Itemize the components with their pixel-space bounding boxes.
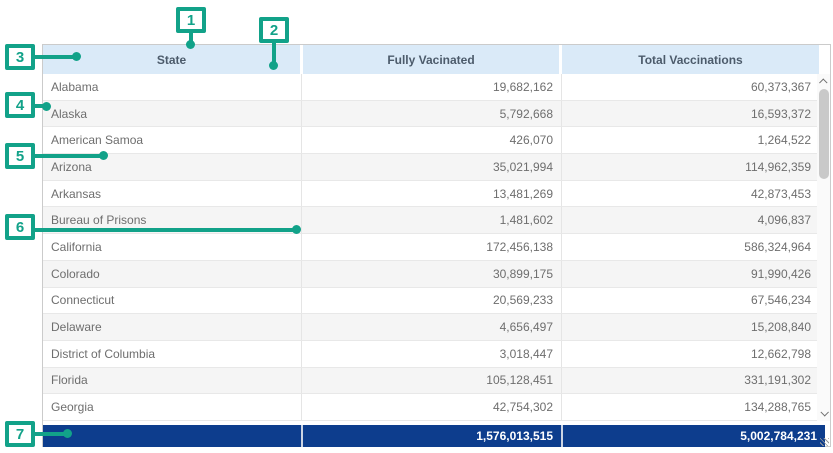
scroll-down-button[interactable] — [817, 406, 830, 420]
state-cell: Colorado — [43, 261, 301, 288]
table-row[interactable]: Alabama19,682,16260,373,367 — [43, 74, 819, 101]
fully-vaccinated-cell: 172,456,138 — [301, 234, 561, 261]
state-cell: Connecticut — [43, 288, 301, 315]
annotation-marker-3-label: 3 — [16, 49, 24, 66]
total-vaccinations-cell: 4,096,837 — [561, 207, 819, 234]
total-vaccinations-cell: 12,662,798 — [561, 341, 819, 368]
annotation-dot-1 — [186, 40, 195, 49]
state-cell: Florida — [43, 368, 301, 395]
annotation-line-6 — [35, 228, 293, 232]
annotation-marker-5: 5 — [5, 143, 35, 169]
total-vaccinations-cell: 586,324,964 — [561, 234, 819, 261]
total-vaccinations-cell: 5,002,784,231 — [561, 425, 825, 447]
annotation-marker-1-label: 1 — [187, 12, 195, 29]
table-row[interactable]: Connecticut20,569,23367,546,234 — [43, 288, 819, 315]
fully-vaccinated-cell: 13,481,269 — [301, 181, 561, 208]
state-cell: California — [43, 234, 301, 261]
total-vaccinations-cell: 114,962,359 — [561, 154, 819, 181]
fully-vaccinated-cell: 3,018,447 — [301, 341, 561, 368]
fully-vaccinated-cell: 42,754,302 — [301, 394, 561, 421]
vaccination-data-table: State Fully Vacinated Total Vaccinations… — [42, 44, 831, 447]
vertical-scrollbar[interactable] — [817, 74, 830, 421]
annotation-marker-4: 4 — [5, 92, 35, 118]
total-vaccinations-cell: 134,288,765 — [561, 394, 819, 421]
chevron-down-icon — [820, 408, 828, 416]
state-cell: Arkansas — [43, 181, 301, 208]
column-header-state[interactable]: State — [43, 45, 300, 74]
table-row[interactable]: District of Columbia3,018,44712,662,798 — [43, 341, 819, 368]
chevron-up-icon — [819, 78, 827, 86]
annotation-line-3 — [35, 55, 75, 59]
table-row[interactable]: Colorado30,899,17591,990,426 — [43, 261, 819, 288]
state-cell: Delaware — [43, 314, 301, 341]
state-cell: Arizona — [43, 154, 301, 181]
fully-vaccinated-cell: 1,481,602 — [301, 207, 561, 234]
annotation-marker-7-label: 7 — [16, 426, 24, 443]
column-header-fully-vaccinated[interactable]: Fully Vacinated — [303, 45, 559, 74]
fully-vaccinated-cell: 4,656,497 — [301, 314, 561, 341]
total-row: 1,576,013,515 5,002,784,231 — [43, 425, 825, 447]
state-cell: Alabama — [43, 74, 301, 101]
resize-grip-icon[interactable] — [820, 438, 829, 446]
fully-vaccinated-cell: 426,070 — [301, 127, 561, 154]
annotation-marker-2: 2 — [259, 17, 289, 43]
annotation-marker-1: 1 — [176, 7, 206, 33]
total-vaccinations-cell: 42,873,453 — [561, 181, 819, 208]
annotation-dot-3 — [72, 52, 81, 61]
annotation-line-5 — [35, 154, 102, 158]
total-vaccinations-cell: 16,593,372 — [561, 101, 819, 128]
fully-vaccinated-cell: 35,021,994 — [301, 154, 561, 181]
total-vaccinations-cell: 91,990,426 — [561, 261, 819, 288]
annotation-dot-6 — [292, 225, 301, 234]
table-body: Alabama19,682,16260,373,367Alaska5,792,6… — [43, 74, 819, 421]
total-fully-vaccinated-cell: 1,576,013,515 — [301, 425, 561, 447]
table-row[interactable]: Arkansas13,481,26942,873,453 — [43, 181, 819, 208]
table-row[interactable]: Georgia42,754,302134,288,765 — [43, 394, 819, 421]
fully-vaccinated-cell: 19,682,162 — [301, 74, 561, 101]
table-row[interactable]: Alaska5,792,66816,593,372 — [43, 101, 819, 128]
annotation-marker-4-label: 4 — [16, 97, 24, 114]
annotation-marker-5-label: 5 — [16, 148, 24, 165]
table-row[interactable]: Arizona35,021,994114,962,359 — [43, 154, 819, 181]
scrollbar-thumb[interactable] — [819, 89, 829, 179]
annotation-dot-2 — [269, 61, 278, 70]
total-vaccinations-cell: 60,373,367 — [561, 74, 819, 101]
annotation-dot-5 — [99, 151, 108, 160]
annotation-marker-6: 6 — [5, 214, 35, 240]
annotation-dot-7 — [63, 429, 72, 438]
state-cell: District of Columbia — [43, 341, 301, 368]
annotation-line-7 — [35, 432, 66, 436]
total-vaccinations-cell: 1,264,522 — [561, 127, 819, 154]
page: { "colors": { "annotation_teal": "#12a28… — [0, 0, 833, 453]
table-row[interactable]: American Samoa426,0701,264,522 — [43, 127, 819, 154]
table-row[interactable]: Delaware4,656,49715,208,840 — [43, 314, 819, 341]
total-state-cell — [43, 425, 301, 447]
annotation-marker-7: 7 — [5, 421, 35, 447]
annotation-dot-4 — [42, 102, 51, 111]
table-header-row: State Fully Vacinated Total Vaccinations — [43, 45, 819, 74]
scroll-up-button[interactable] — [817, 75, 830, 89]
total-vaccinations-cell: 67,546,234 — [561, 288, 819, 315]
fully-vaccinated-cell: 105,128,451 — [301, 368, 561, 395]
annotation-marker-3: 3 — [5, 44, 35, 70]
column-header-total-vaccinations[interactable]: Total Vaccinations — [562, 45, 819, 74]
state-cell: Georgia — [43, 394, 301, 421]
annotation-marker-6-label: 6 — [16, 219, 24, 236]
total-vaccinations-cell: 15,208,840 — [561, 314, 819, 341]
table-row[interactable]: Florida105,128,451331,191,302 — [43, 368, 819, 395]
total-vaccinations-cell: 331,191,302 — [561, 368, 819, 395]
fully-vaccinated-cell: 30,899,175 — [301, 261, 561, 288]
annotation-marker-2-label: 2 — [270, 22, 278, 39]
fully-vaccinated-cell: 5,792,668 — [301, 101, 561, 128]
fully-vaccinated-cell: 20,569,233 — [301, 288, 561, 315]
state-cell: Alaska — [43, 101, 301, 128]
state-cell: American Samoa — [43, 127, 301, 154]
table-row[interactable]: California172,456,138586,324,964 — [43, 234, 819, 261]
